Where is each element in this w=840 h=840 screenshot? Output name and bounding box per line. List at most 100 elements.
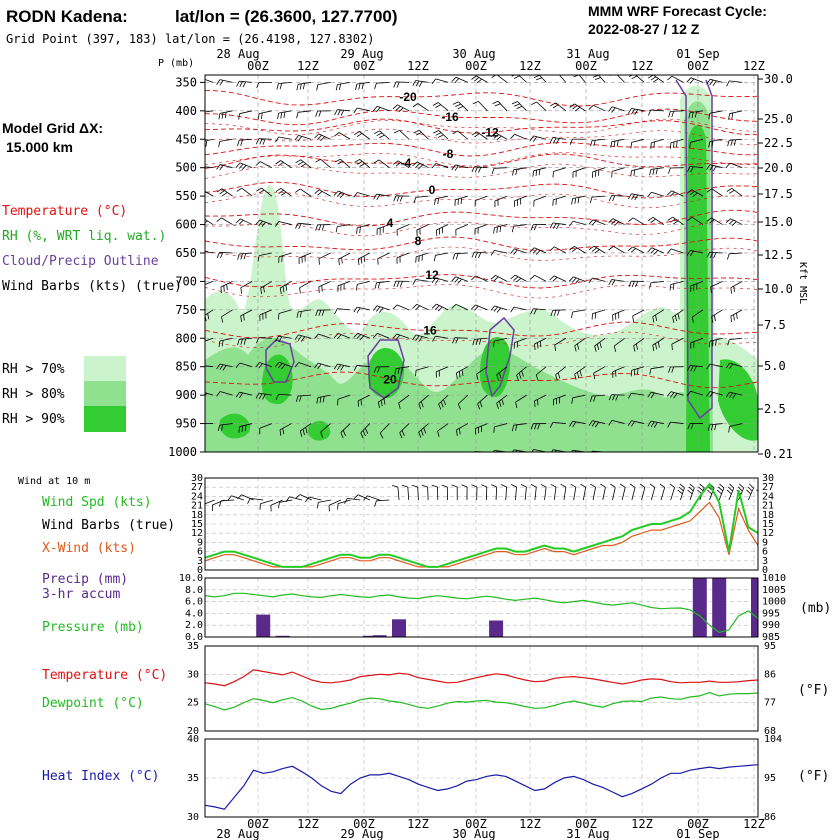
- wind-barb-flag: [287, 457, 290, 462]
- wind-barb-staff: [319, 189, 331, 197]
- wind-barb-staff: [219, 251, 233, 254]
- wind-barb-flag: [627, 108, 632, 114]
- wind-barb-flag: [730, 139, 733, 146]
- wind-barb-flag: [205, 457, 206, 463]
- pressure-tick-label: 550: [175, 189, 197, 203]
- wind-barb-staff: [680, 487, 685, 501]
- pressure-axis-label: P (mb): [158, 58, 194, 69]
- wind-barb-flag: [650, 421, 655, 428]
- precip-tick-label: 2.0: [185, 620, 203, 631]
- wind-barb-staff: [416, 224, 429, 231]
- wind-barb-flag: [560, 483, 567, 488]
- wind-barb-flag: [715, 339, 717, 346]
- rh90-area-6: [307, 420, 331, 441]
- wind-barb-staff: [298, 222, 312, 225]
- wind-barb-flag: [688, 112, 691, 119]
- wind-barb-staff: [729, 80, 743, 83]
- wind-barb-staff: [455, 303, 468, 311]
- wind-barb-flag: [530, 484, 537, 488]
- wind-barb-staff: [476, 366, 488, 375]
- precip-bar: [392, 619, 406, 637]
- wind-barb-flag: [255, 161, 261, 166]
- wind-barb-flag: [712, 460, 714, 466]
- wind-barb-staff: [534, 487, 537, 501]
- precip-grid: [205, 577, 758, 638]
- precip-bar: [362, 635, 377, 637]
- wind-barb-flag: [496, 135, 502, 141]
- wind-barb-flag: [670, 191, 675, 197]
- wind-barb-staff: [495, 274, 508, 282]
- wind-barb-staff: [251, 451, 253, 452]
- wind-barb-flag: [727, 486, 733, 492]
- wind-barb-flag: [511, 75, 516, 77]
- wind-barb-staff: [219, 138, 233, 142]
- wind-barb-flag: [282, 286, 285, 293]
- wind-barb-staff: [591, 394, 606, 397]
- top-day-labels: 28 Aug 29 Aug 30 Aug 31 Aug 01 Sep: [216, 47, 719, 61]
- wind-barb-flag: [399, 195, 403, 202]
- wind-barb-flag: [571, 450, 573, 452]
- wind-barb-flag: [727, 339, 730, 346]
- wind-barb-flag: [608, 279, 613, 285]
- wind-barb-flag: [418, 336, 423, 342]
- wind-barb-flag: [277, 113, 279, 120]
- wind-barb-flag: [333, 190, 339, 196]
- wind-barb-staff: [593, 104, 606, 112]
- wind-barb-flag: [296, 84, 299, 91]
- wind-barb-flag: [237, 140, 240, 147]
- wind-barb-flag: [613, 452, 615, 458]
- wind-barb-flag: [588, 219, 594, 225]
- wind-barb-flag: [699, 483, 705, 489]
- wind-barb-flag: [588, 420, 593, 426]
- wind-barb-flag: [594, 312, 597, 319]
- wind-barb-flag: [453, 453, 455, 459]
- wind-barb-flag: [437, 306, 443, 312]
- rh90-area-2: [368, 348, 405, 398]
- wind-barb-staff: [691, 309, 704, 318]
- wind-barb-flag: [411, 484, 418, 488]
- wind-barb-staff: [416, 303, 429, 311]
- wind-barb-flag: [295, 223, 299, 229]
- wind-barb-staff: [612, 106, 625, 112]
- heat-f-tick-label: 86: [764, 812, 776, 823]
- wind-barb-flag: [698, 486, 704, 492]
- wind-panel-title: Wind at 10 m: [18, 476, 90, 487]
- wind-barb-flag: [610, 483, 616, 488]
- wind-barb-staff: [357, 394, 370, 402]
- hour-label: 12Z: [743, 59, 765, 73]
- wind-barb-staff: [554, 337, 567, 346]
- precip-accum-label: 3-hr accum: [42, 587, 120, 602]
- wind-barb-flag: [673, 393, 678, 399]
- wind-barb-flag: [709, 79, 714, 86]
- hour-label: 12Z: [631, 817, 653, 831]
- wind-barb-flag: [216, 188, 223, 193]
- hour-label: 12Z: [631, 59, 653, 73]
- wind-barb-flag: [689, 142, 691, 149]
- wind-barb-flag: [372, 305, 378, 311]
- wind-barb-flag: [608, 420, 613, 426]
- wind-barb-staff: [631, 392, 645, 396]
- wind-barb-flag: [579, 370, 582, 377]
- wind-barb-staff: [436, 366, 449, 373]
- wind-barb-flag: [474, 133, 480, 138]
- wind-barb-staff: [544, 487, 547, 501]
- wind-barb-staff: [709, 337, 723, 342]
- wind-barb-flag: [472, 101, 479, 105]
- wind-barbs-label: Wind Barbs (true): [42, 518, 175, 533]
- wind-barb-flag: [337, 109, 341, 116]
- wind-barb-flag: [460, 197, 462, 205]
- wind-barb-staff: [709, 138, 723, 142]
- wind-barb-flag: [256, 337, 260, 344]
- wind-barb-flag: [395, 334, 401, 340]
- wind-barb-flag: [710, 286, 712, 293]
- wind-barb-flag: [637, 453, 638, 459]
- wind-barb-staff: [572, 309, 586, 313]
- wind-tick-label: 24: [762, 491, 774, 502]
- wind-tick-label: 6: [762, 547, 768, 558]
- wind-barb-flag: [650, 248, 656, 254]
- wind-barb-flag: [479, 401, 483, 408]
- wind-barb-flag: [659, 483, 665, 488]
- wind-barb-flag: [317, 191, 323, 196]
- wind-barb-staff: [729, 162, 743, 169]
- wind-barb-staff: [475, 275, 488, 282]
